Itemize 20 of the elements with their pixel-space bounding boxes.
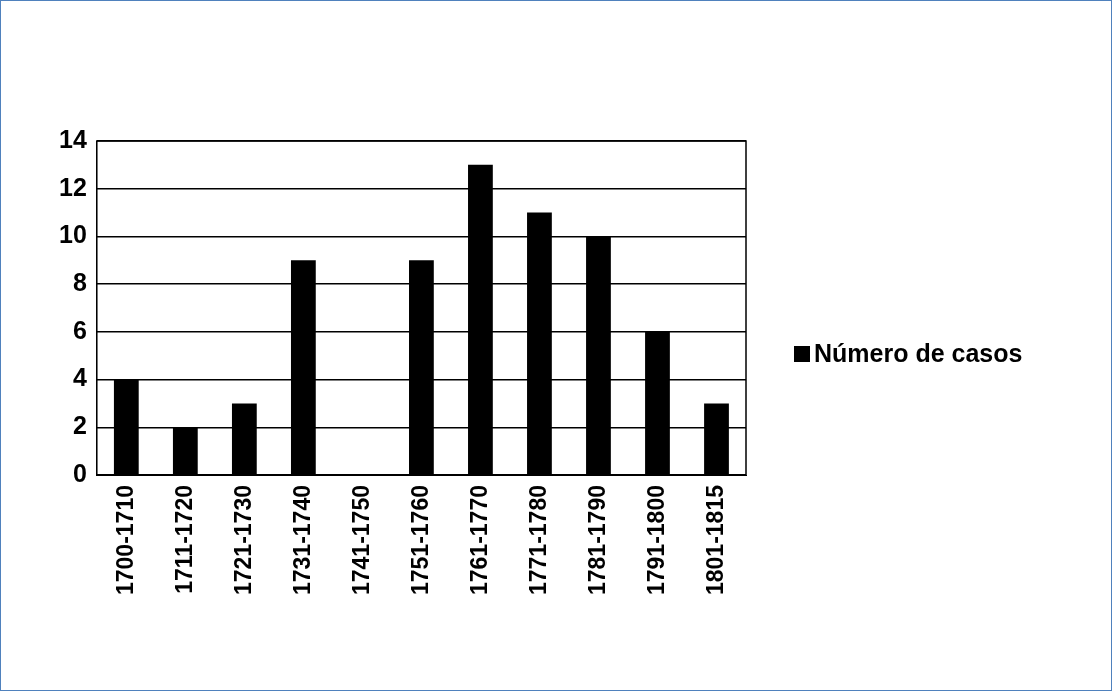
x-tick-label: 1741-1750: [347, 485, 374, 596]
y-tick-label: 8: [72, 268, 87, 297]
x-tick-label: 1700-1710: [111, 485, 138, 596]
y-tick-label: 2: [72, 411, 87, 440]
y-tick-label: 6: [72, 315, 87, 344]
x-tick-label: 1721-1730: [229, 485, 256, 596]
y-tick-label: 14: [59, 124, 87, 153]
x-tick-label: 1731-1740: [288, 485, 315, 596]
y-tick-label: 4: [72, 363, 87, 392]
y-tick-label: 10: [59, 220, 87, 249]
legend-label: Número de casos: [814, 339, 1023, 368]
x-tick-label: 1781-1790: [583, 485, 610, 596]
x-tick-label: 1791-1800: [642, 485, 669, 596]
y-tick-label: 12: [59, 172, 87, 201]
x-tick-label: 1801-1815: [701, 484, 728, 596]
x-tick-label: 1761-1770: [465, 485, 492, 596]
x-tick-label: 1771-1780: [524, 485, 551, 596]
x-tick-label: 1751-1760: [406, 485, 433, 596]
y-tick-label: 0: [72, 458, 87, 487]
x-tick-label: 1711-1720: [170, 485, 197, 594]
